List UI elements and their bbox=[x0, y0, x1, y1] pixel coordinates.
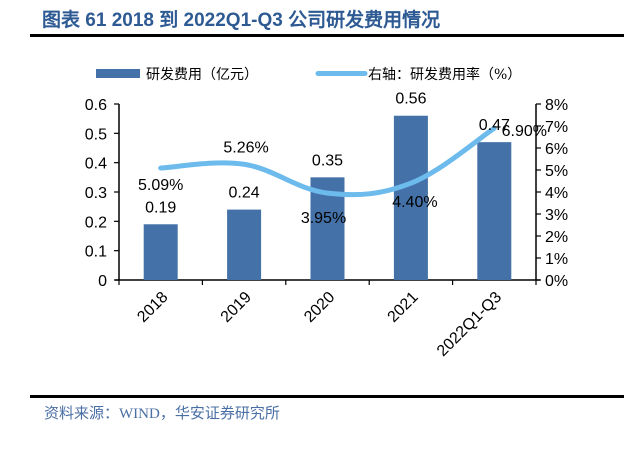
rate-line bbox=[158, 125, 497, 198]
x-tick-label: 2022Q1-Q3 bbox=[434, 289, 505, 360]
legend-bar-label: 研发费用（亿元） bbox=[146, 67, 258, 83]
bar-value-label: 0.24 bbox=[229, 185, 260, 202]
bar bbox=[143, 224, 178, 280]
right-tick-label: 1% bbox=[545, 251, 568, 268]
right-tick-label: 2% bbox=[545, 229, 568, 246]
left-tick-label: 0.2 bbox=[85, 214, 107, 231]
bar bbox=[393, 115, 428, 280]
line-value-label: 3.95% bbox=[301, 210, 346, 227]
left-tick-label: 0.6 bbox=[85, 97, 107, 114]
legend-line-label: 右轴：研发费用率（%） bbox=[368, 66, 521, 83]
right-tick-label: 4% bbox=[545, 185, 568, 202]
bar-value-label: 0.56 bbox=[395, 91, 426, 108]
line-value-label: 5.09% bbox=[138, 177, 183, 194]
left-tick-label: 0.4 bbox=[85, 156, 107, 173]
bar bbox=[477, 142, 512, 280]
right-tick-label: 6% bbox=[545, 141, 568, 158]
line-value-label: 4.40% bbox=[392, 194, 437, 211]
figure-title: 图表 61 2018 到 2022Q1-Q3 公司研发费用情况 bbox=[42, 10, 441, 31]
bottom-rule bbox=[30, 395, 624, 398]
x-tick-label: 2018 bbox=[134, 289, 171, 326]
source-note: 资料来源：WIND，华安证券研究所 bbox=[44, 406, 280, 422]
right-tick-label: 3% bbox=[545, 207, 568, 224]
legend: 研发费用（亿元） 右轴：研发费用率（%） bbox=[96, 66, 521, 83]
left-tick-label: 0.5 bbox=[85, 126, 107, 143]
bar bbox=[227, 209, 262, 280]
x-tick-label: 2021 bbox=[385, 289, 422, 326]
bar-value-label: 0.35 bbox=[312, 152, 343, 169]
right-tick-label: 8% bbox=[545, 97, 568, 114]
right-tick-label: 7% bbox=[545, 119, 568, 136]
bar-value-label: 0.47 bbox=[479, 117, 510, 134]
line-value-label: 6.90% bbox=[502, 123, 547, 140]
left-tick-label: 0.1 bbox=[85, 244, 107, 261]
legend-bar-swatch bbox=[96, 69, 140, 78]
bar-value-label: 0.19 bbox=[145, 199, 176, 216]
line-value-label: 5.26% bbox=[223, 139, 268, 156]
x-tick-label: 2019 bbox=[218, 289, 255, 326]
left-tick-label: 0.3 bbox=[85, 185, 107, 202]
left-tick-label: 0 bbox=[98, 273, 107, 290]
x-tick-label: 2020 bbox=[301, 289, 338, 326]
right-tick-label: 0% bbox=[545, 273, 568, 290]
top-rule bbox=[30, 34, 624, 37]
right-tick-label: 5% bbox=[545, 163, 568, 180]
